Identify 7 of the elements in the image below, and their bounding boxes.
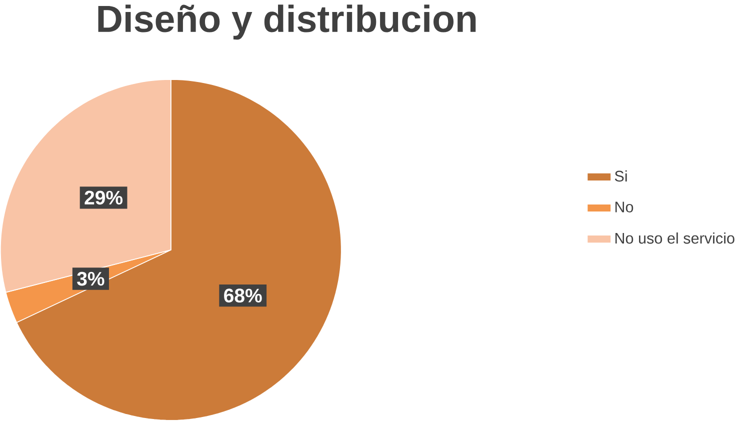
data-label: 29% bbox=[84, 190, 123, 205]
data-label: 68% bbox=[224, 288, 262, 303]
legend-label: Si bbox=[614, 170, 627, 182]
data-label: 3% bbox=[77, 272, 104, 286]
chart-title: Diseño y distribucion bbox=[98, 4, 476, 40]
legend-label: No bbox=[615, 202, 634, 212]
legend-label: No uso el servicio bbox=[615, 232, 734, 244]
